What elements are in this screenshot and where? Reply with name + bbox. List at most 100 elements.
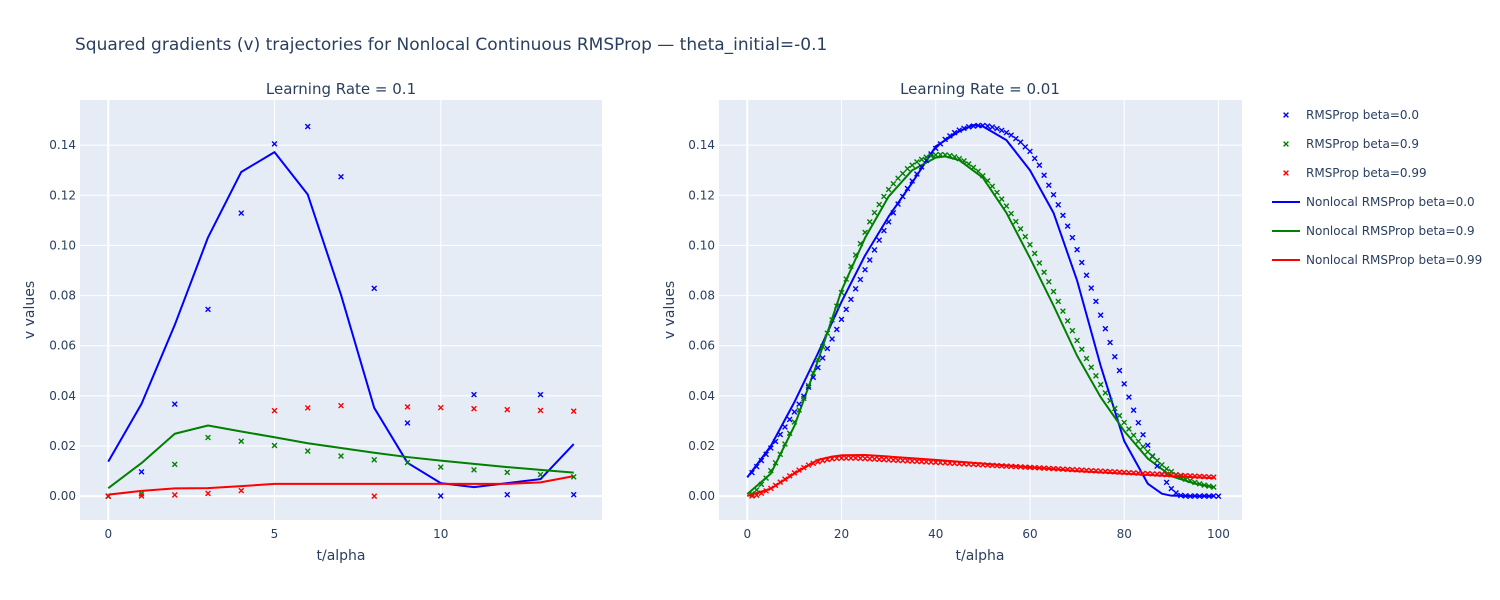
data-point: [1036, 464, 1043, 471]
data-point: [810, 370, 817, 376]
data-point: [1182, 493, 1189, 499]
data-point: [1022, 233, 1029, 240]
data-point: [404, 420, 411, 426]
data-point: [833, 455, 840, 462]
data-point: [304, 123, 311, 130]
data-point: [504, 469, 511, 476]
data-point: [1097, 468, 1104, 474]
data-point: [1078, 346, 1085, 353]
data-point: [961, 460, 967, 467]
data-point: [1008, 463, 1015, 470]
data-point: [1093, 372, 1099, 379]
data-point: [1102, 389, 1109, 396]
data-point: [1149, 453, 1156, 460]
data-point: [1012, 218, 1019, 225]
data-point: [1107, 468, 1113, 475]
data-point: [979, 122, 986, 129]
data-point: [984, 123, 991, 129]
data-point: [1027, 148, 1033, 155]
data-point: [1060, 212, 1066, 219]
data-point: [857, 276, 864, 283]
data-point: [989, 183, 996, 190]
y-tick-label: 0.10: [49, 238, 76, 252]
data-point: [1154, 471, 1161, 478]
data-point: [238, 210, 245, 216]
data-point: [1017, 463, 1024, 470]
data-point: [937, 140, 944, 147]
data-point: [1088, 364, 1095, 371]
data-point: [1031, 250, 1038, 257]
data-point: [866, 257, 873, 263]
data-point: [838, 316, 845, 323]
data-point: [881, 456, 887, 463]
data-point: [994, 462, 1000, 469]
data-point: [404, 404, 411, 410]
data-point: [975, 122, 982, 129]
panel-learning-rate-0.01: 0 20 40 60 80 100 0.00 0.02 0.04 0.06 0.08 0.10 0.12…: [662, 80, 1242, 564]
data-point: [1036, 260, 1043, 266]
data-point: [965, 123, 972, 130]
data-point: [998, 196, 1005, 202]
data-point: [749, 493, 755, 499]
data-point: [904, 185, 911, 192]
legend-entry-label: Nonlocal RMSProp beta=0.0: [1306, 195, 1475, 209]
data-point: [1173, 472, 1179, 479]
data-point: [1083, 467, 1090, 474]
data-point: [1093, 467, 1099, 474]
data-point: [777, 479, 784, 486]
data-point: [1144, 448, 1151, 455]
legend-entry-label: Nonlocal RMSProp beta=0.9: [1306, 224, 1475, 238]
data-point: [1177, 472, 1184, 479]
data-point: [923, 154, 930, 161]
data-point: [786, 472, 793, 479]
data-point: [871, 209, 878, 216]
data-point: [932, 152, 939, 158]
subplot-title-2: Learning Rate = 0.01: [900, 80, 1060, 98]
data-point: [994, 189, 1000, 196]
data-point: [1050, 288, 1057, 295]
data-point: [843, 455, 850, 461]
data-point: [1083, 272, 1090, 279]
data-point: [1027, 464, 1033, 471]
data-point: [843, 276, 850, 282]
data-point: [782, 476, 788, 483]
x-tick-label: 60: [1022, 527, 1037, 541]
data-point: [1154, 457, 1161, 464]
data-point: [970, 461, 977, 468]
series-line-nonlocal-rmsprop-beta-0-9: [107, 424, 574, 489]
data-point: [1008, 210, 1015, 217]
data-point: [404, 459, 411, 466]
data-point: [1041, 269, 1048, 276]
data-point: [942, 152, 949, 158]
data-point: [138, 493, 145, 499]
data-point: [1168, 471, 1175, 478]
data-point: [881, 193, 887, 200]
data-point: [1168, 485, 1175, 492]
data-point: [753, 463, 760, 470]
data-point: [942, 136, 949, 143]
data-point: [979, 461, 986, 468]
data-point: [570, 408, 577, 415]
data-point: [437, 464, 444, 470]
data-point: [989, 124, 996, 130]
data-point: [1187, 493, 1194, 500]
data-point: [932, 459, 939, 466]
data-point: [904, 165, 911, 172]
data-point: [1012, 463, 1019, 470]
data-point: [437, 493, 444, 499]
data-point: [899, 170, 906, 177]
data-point: [1191, 473, 1198, 480]
data-point: [1003, 203, 1010, 209]
data-point: [843, 306, 850, 313]
data-point: [918, 458, 925, 465]
data-point: [1069, 234, 1076, 241]
data-point: [205, 434, 211, 441]
data-point: [1206, 473, 1212, 480]
data-point: [857, 240, 864, 247]
x-axis-label-2: t/alpha: [955, 548, 1004, 564]
data-point: [791, 409, 798, 415]
data-point: [238, 438, 245, 445]
data-point: [271, 442, 278, 449]
data-point: [885, 456, 892, 463]
data-point: [471, 391, 477, 398]
